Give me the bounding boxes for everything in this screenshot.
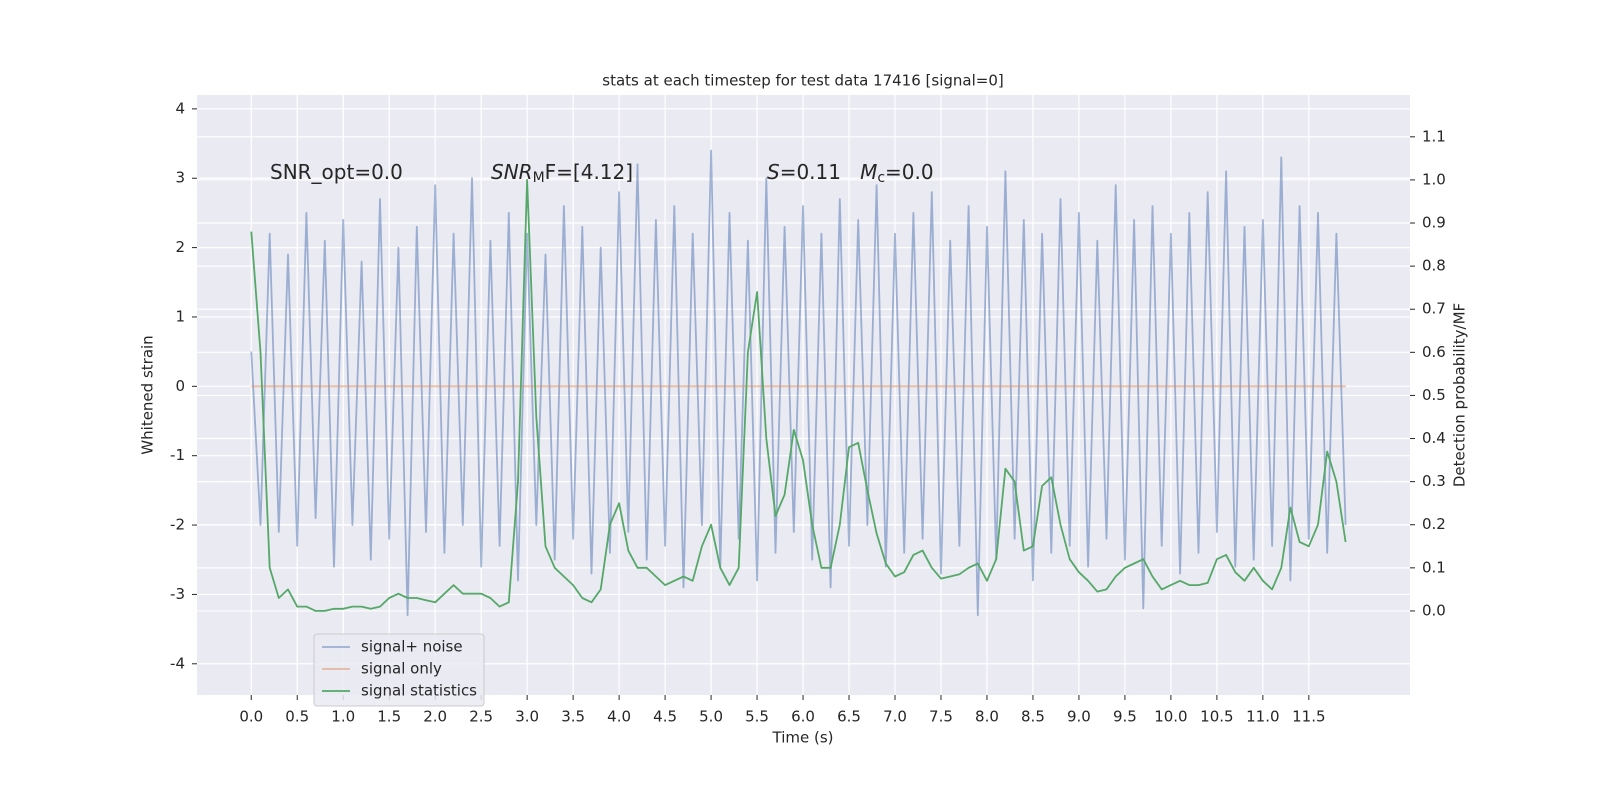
y-axis-label: Whitened strain (139, 335, 157, 454)
annotation-part: SNR (491, 160, 533, 184)
y2-tick-label: 0.3 (1422, 472, 1446, 490)
y-tick-label: -2 (170, 516, 185, 534)
y-tick-label: -4 (170, 654, 185, 672)
labels: 0.0 0.5 1.0 1.5 2.0 2.5 3.0 3.5 4.0 4.5 5.0 5.5 6.0 6… (170, 99, 1446, 725)
marks (250, 149, 1347, 617)
annotation: SNRMF=[4.12] (491, 160, 633, 187)
annotation-part: =0.11 (780, 160, 860, 184)
x-tick-label: 5.5 (745, 708, 769, 726)
x-tick-label: 4.0 (607, 708, 631, 726)
x-tick-label: 7.5 (929, 708, 953, 726)
x-tick-label: 1.0 (331, 708, 355, 726)
y-tick-label: 2 (175, 238, 185, 256)
y-tick-label: 1 (175, 307, 185, 325)
x-tick-label: 7.0 (883, 708, 907, 726)
series-line (250, 179, 1347, 612)
y2-tick-label: 0.8 (1422, 257, 1446, 275)
x-tick-label: 9.0 (1067, 708, 1091, 726)
annotation-part: c (877, 170, 885, 186)
y2-tick-label: 0.1 (1422, 558, 1446, 576)
x-tick-label: 0.0 (239, 708, 263, 726)
x-tick-label: 10.5 (1200, 708, 1233, 726)
y2-axis-label: Detection probability/MF (1451, 303, 1469, 487)
legend-label: signal+ noise (361, 638, 463, 656)
x-tick-label: 4.5 (653, 708, 677, 726)
y-tick-label: 0 (175, 377, 185, 395)
x-tick-label: 2.5 (469, 708, 493, 726)
x-tick-label: 11.5 (1292, 708, 1325, 726)
x-tick-label: 1.5 (377, 708, 401, 726)
annotation-part: F=[4.12] (545, 160, 633, 184)
annotation-part: M (533, 170, 545, 186)
y2-tick-label: 0.0 (1422, 601, 1446, 619)
legend-label: signal statistics (361, 682, 477, 700)
x-tick-label: 11.0 (1246, 708, 1279, 726)
y-tick-label: 4 (175, 99, 185, 117)
x-tick-label: 8.0 (975, 708, 999, 726)
y2-tick-label: 1.1 (1422, 127, 1446, 145)
x-tick-label: 3.5 (561, 708, 585, 726)
annotation: S=0.11 Mc=0.0 (767, 160, 934, 187)
y2-tick-label: 0.9 (1422, 214, 1446, 232)
y2-tick-label: 0.7 (1422, 300, 1446, 318)
y-tick-label: -3 (170, 585, 185, 603)
series-line (250, 149, 1347, 617)
x-tick-label: 6.5 (837, 708, 861, 726)
y2-tick-label: 0.4 (1422, 429, 1446, 447)
legend-label: signal only (361, 660, 442, 678)
annotation-part: M (860, 160, 877, 184)
annotation-part: SNR_opt=0.0 (270, 160, 403, 184)
y2-tick-label: 1.0 (1422, 170, 1446, 188)
x-tick-label: 6.0 (791, 708, 815, 726)
annotation: SNR_opt=0.0 (270, 160, 403, 184)
x-tick-label: 0.5 (285, 708, 309, 726)
y2-tick-label: 0.2 (1422, 515, 1446, 533)
x-tick-label: 8.5 (1021, 708, 1045, 726)
y2-tick-label: 0.6 (1422, 343, 1446, 361)
chart-title: stats at each timestep for test data 174… (602, 72, 1003, 90)
x-tick-label: 10.0 (1154, 708, 1187, 726)
x-tick-label: 5.0 (699, 708, 723, 726)
annotation-part: =0.0 (885, 160, 934, 184)
y-tick-label: 3 (175, 169, 185, 187)
y2-tick-label: 0.5 (1422, 386, 1446, 404)
annotation-part: S (767, 160, 780, 184)
x-tick-label: 3.0 (515, 708, 539, 726)
x-axis-label: Time (s) (772, 729, 834, 747)
x-tick-label: 9.5 (1113, 708, 1137, 726)
y-tick-label: -1 (170, 446, 185, 464)
legend-box (313, 633, 485, 707)
x-tick-label: 2.0 (423, 708, 447, 726)
